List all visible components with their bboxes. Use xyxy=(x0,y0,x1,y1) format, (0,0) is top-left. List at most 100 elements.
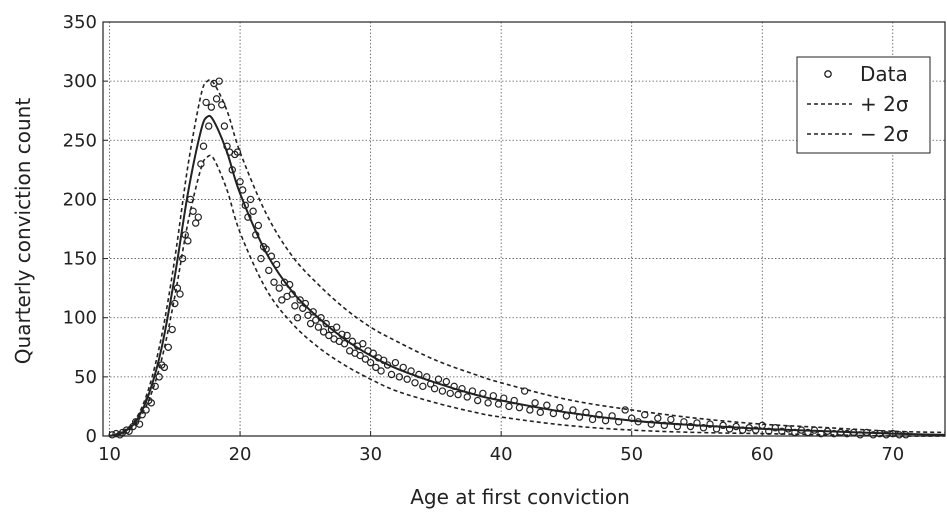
data-point xyxy=(745,424,753,432)
data-point xyxy=(125,427,133,435)
data-point xyxy=(319,328,328,336)
data-point xyxy=(252,231,260,239)
data-point xyxy=(423,373,431,381)
data-point xyxy=(314,323,323,331)
data-point xyxy=(902,431,910,439)
y-tick-label: 50 xyxy=(74,367,97,388)
data-point xyxy=(372,363,380,372)
data-point xyxy=(377,367,385,375)
data-point xyxy=(510,396,518,405)
data-point xyxy=(361,355,370,363)
data-point xyxy=(348,337,357,346)
data-point xyxy=(536,408,545,417)
data-point xyxy=(233,148,242,156)
data-point xyxy=(531,399,539,407)
data-point xyxy=(189,207,197,215)
data-point xyxy=(411,379,419,387)
data-point xyxy=(296,296,304,304)
data-point xyxy=(249,207,257,215)
data-point xyxy=(262,245,270,253)
data-point xyxy=(680,418,688,426)
data-point xyxy=(160,363,169,372)
data-point xyxy=(391,358,400,367)
data-point xyxy=(366,358,375,367)
data-point xyxy=(257,254,265,263)
data-point xyxy=(614,418,623,426)
legend-label-minus-2sigma: − 2σ xyxy=(860,122,909,146)
data-point xyxy=(725,425,734,433)
data-point xyxy=(526,406,534,414)
data-point xyxy=(494,400,503,408)
data-point xyxy=(220,122,229,130)
data-point xyxy=(732,422,740,431)
data-point xyxy=(343,331,351,340)
y-tick-label: 100 xyxy=(63,308,97,329)
data-point xyxy=(191,219,200,227)
data-point xyxy=(468,387,477,395)
data-point xyxy=(340,340,349,348)
data-point xyxy=(301,299,310,308)
data-point xyxy=(356,351,364,360)
data-point xyxy=(608,412,616,420)
data-point xyxy=(407,367,415,375)
data-point xyxy=(395,373,404,381)
data-point xyxy=(454,390,462,399)
data-point xyxy=(719,421,727,430)
data-point xyxy=(426,380,435,388)
data-point xyxy=(293,314,302,322)
data-point xyxy=(176,290,184,298)
legend-data-marker xyxy=(824,70,832,78)
data-point xyxy=(484,399,492,407)
data-point xyxy=(562,412,571,420)
data-point xyxy=(304,311,312,320)
data-point xyxy=(784,425,793,433)
data-point xyxy=(291,302,299,310)
y-axis-title: Quarterly conviction count xyxy=(11,98,35,365)
plot-frame xyxy=(102,21,946,437)
data-point xyxy=(430,384,439,393)
data-point xyxy=(699,424,708,432)
data-point xyxy=(246,195,255,204)
data-point xyxy=(778,427,786,435)
data-point xyxy=(332,323,341,331)
x-axis-ticks: 10 20 30 40 50 60 70 xyxy=(98,431,904,465)
data-point xyxy=(738,426,747,434)
x-tick-label: 40 xyxy=(490,444,513,465)
y-tick-label: 200 xyxy=(63,189,97,210)
data-point xyxy=(505,402,513,411)
data-point xyxy=(241,201,249,210)
data-point xyxy=(399,363,407,372)
data-point xyxy=(634,418,642,426)
data-point xyxy=(473,396,482,405)
data-point xyxy=(434,375,443,383)
data-point xyxy=(765,427,773,435)
data-point xyxy=(627,414,636,422)
data-point xyxy=(205,122,213,130)
data-point xyxy=(458,384,466,393)
data-point xyxy=(254,221,263,230)
data-point xyxy=(823,427,832,435)
y-tick-label: 0 xyxy=(86,426,97,447)
data-point xyxy=(379,356,388,364)
data-point xyxy=(272,260,281,269)
data-point xyxy=(285,280,294,289)
legend-box xyxy=(796,56,931,154)
data-point xyxy=(202,98,210,107)
data-point xyxy=(265,266,273,275)
x-tick-label: 10 xyxy=(98,444,121,465)
data-point xyxy=(856,431,864,439)
data-point xyxy=(171,299,179,308)
data-point xyxy=(359,340,367,348)
data-point xyxy=(595,411,603,419)
data-point xyxy=(228,166,236,174)
data-point xyxy=(267,252,276,260)
data-point xyxy=(419,382,427,391)
x-tick-label: 20 xyxy=(229,444,252,465)
x-tick-label: 50 xyxy=(620,444,643,465)
y-tick-label: 350 xyxy=(63,12,97,33)
data-point xyxy=(238,186,247,194)
data-point xyxy=(450,382,458,391)
y-tick-label: 300 xyxy=(63,71,97,92)
x-tick-label: 70 xyxy=(881,444,904,465)
data-point xyxy=(168,325,176,334)
